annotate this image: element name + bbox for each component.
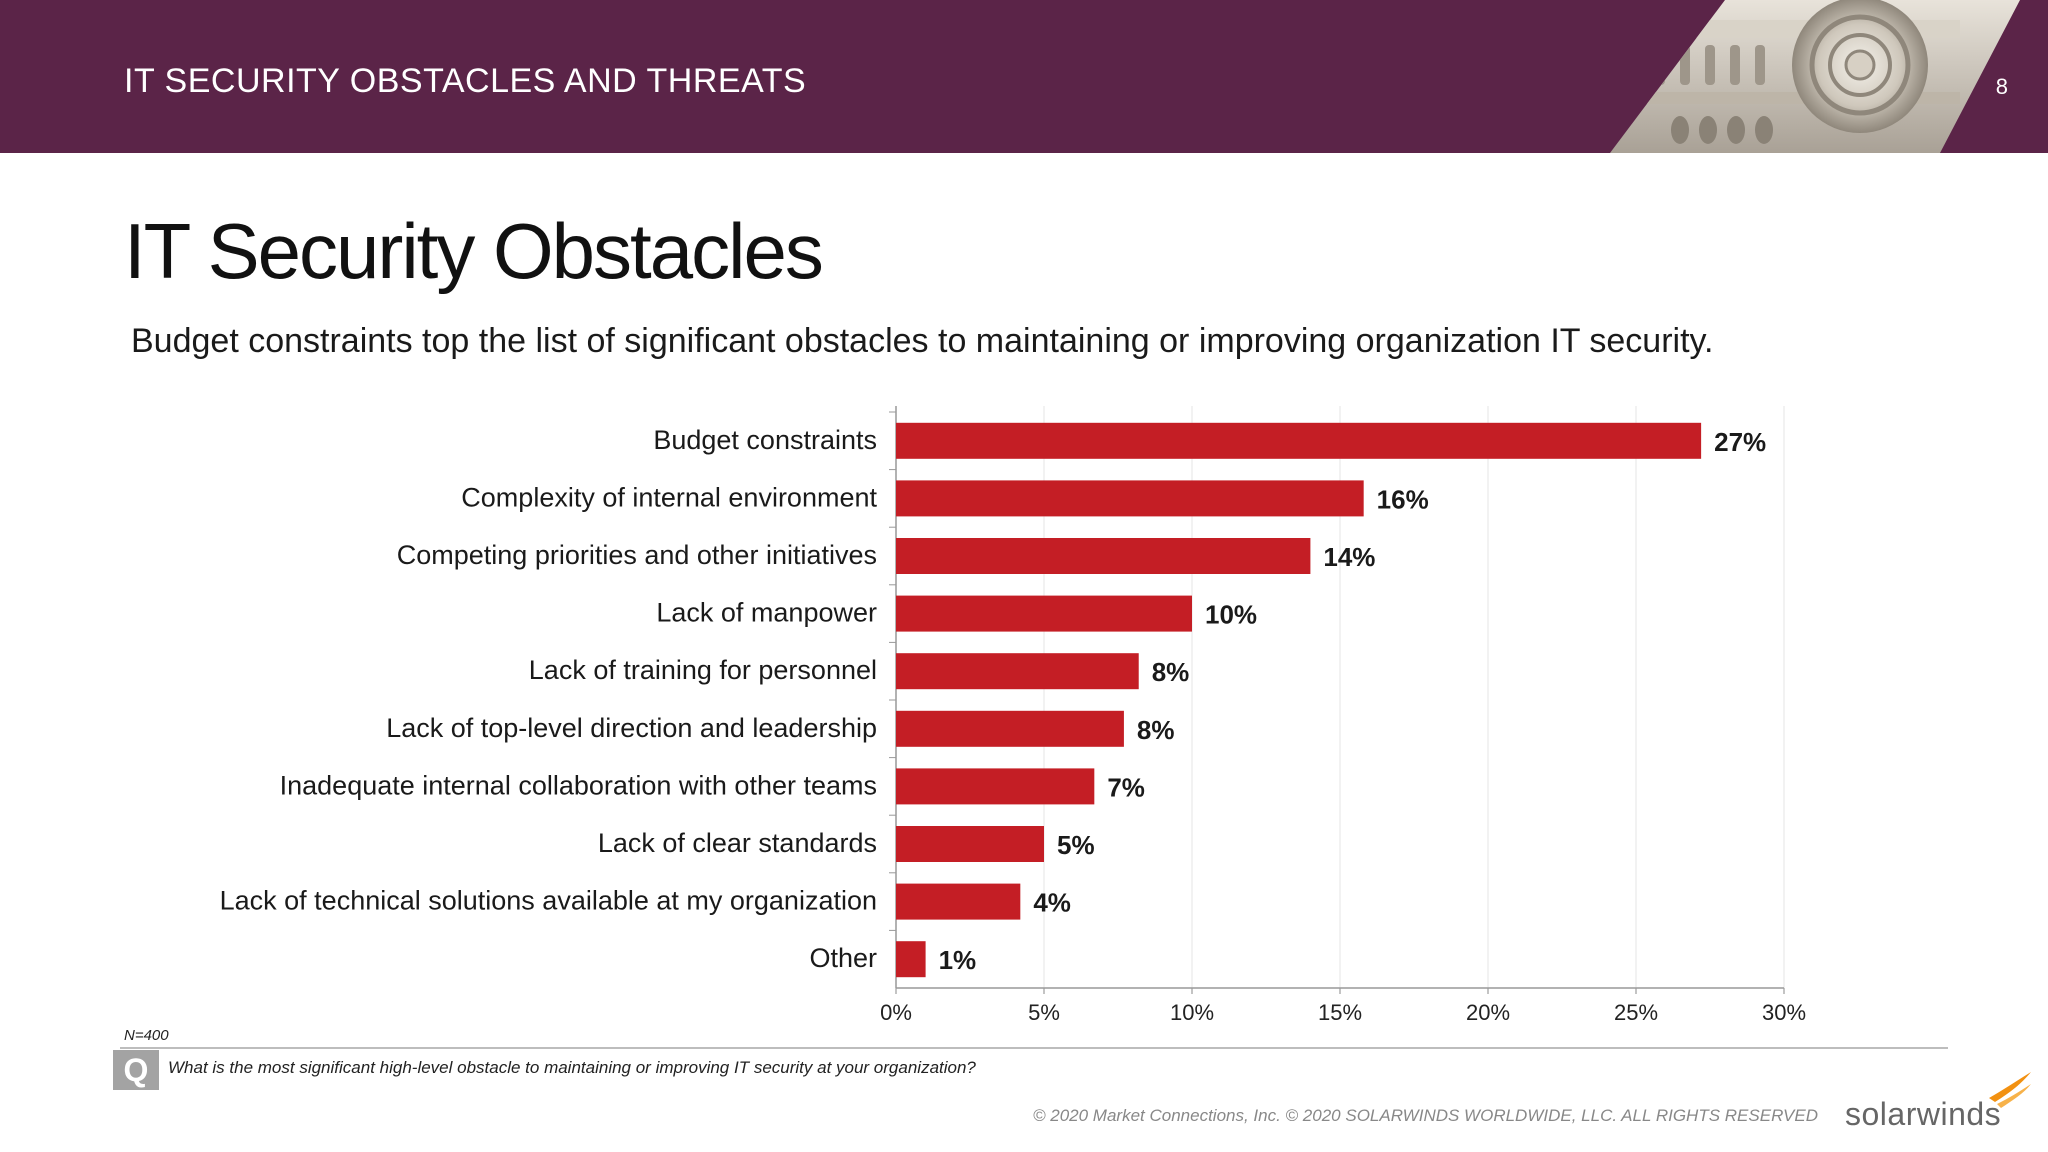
logo-wordmark: solarwinds bbox=[1845, 1096, 2002, 1132]
category-label: Lack of training for personnel bbox=[529, 655, 877, 685]
question-divider bbox=[120, 1047, 1948, 1049]
page-title: IT Security Obstacles bbox=[124, 207, 824, 295]
copyright-notice: © 2020 Market Connections, Inc. © 2020 S… bbox=[1033, 1106, 1818, 1125]
ionic-column-image bbox=[1610, 0, 2020, 153]
sample-size-note: N=400 bbox=[124, 1027, 169, 1044]
bar bbox=[896, 422, 1702, 459]
x-tick-label: 0% bbox=[880, 1000, 912, 1025]
survey-question: What is the most significant high-level … bbox=[168, 1058, 976, 1077]
bar bbox=[896, 595, 1192, 632]
bar bbox=[896, 710, 1124, 747]
category-label: Other bbox=[809, 943, 877, 973]
bar bbox=[896, 480, 1364, 517]
category-label: Lack of clear standards bbox=[598, 828, 877, 858]
x-tick-label: 25% bbox=[1614, 1000, 1658, 1025]
header-band: IT SECURITY OBSTACLES AND THREATS bbox=[0, 0, 2048, 153]
flame-icon bbox=[1989, 1072, 2031, 1108]
question-icon: Q bbox=[113, 1050, 159, 1090]
category-label: Lack of top-level direction and leadersh… bbox=[386, 713, 877, 743]
data-label: 5% bbox=[1057, 830, 1095, 860]
category-label: Competing priorities and other initiativ… bbox=[397, 540, 877, 570]
x-tick-label: 30% bbox=[1762, 1000, 1806, 1025]
x-tick-label: 15% bbox=[1318, 1000, 1362, 1025]
page-number: 8 bbox=[1995, 74, 2008, 99]
bar bbox=[896, 538, 1311, 574]
solarwinds-logo: solarwinds bbox=[1845, 1072, 2035, 1140]
category-label: Inadequate internal collaboration with o… bbox=[280, 770, 877, 800]
section-title: IT SECURITY OBSTACLES AND THREATS bbox=[124, 62, 807, 100]
data-label: 14% bbox=[1323, 542, 1375, 572]
x-tick-label: 10% bbox=[1170, 1000, 1214, 1025]
x-tick-label: 20% bbox=[1466, 1000, 1510, 1025]
x-tick-label: 5% bbox=[1028, 1000, 1060, 1025]
bar bbox=[896, 768, 1095, 805]
data-label: 8% bbox=[1152, 657, 1190, 687]
data-label: 7% bbox=[1107, 772, 1145, 802]
data-label: 4% bbox=[1033, 888, 1071, 918]
data-label: 16% bbox=[1377, 484, 1429, 514]
category-label: Lack of technical solutions available at… bbox=[220, 886, 877, 916]
bar-chart: 0% 5% 10% 15% 20% 25% 30% Budget constraints 27%… bbox=[220, 406, 1806, 1025]
bar bbox=[896, 826, 1044, 862]
category-label: Lack of manpower bbox=[656, 598, 877, 628]
subtitle: Budget constraints top the list of signi… bbox=[131, 322, 1714, 360]
data-label: 10% bbox=[1205, 600, 1257, 630]
bar bbox=[896, 941, 926, 978]
data-label: 1% bbox=[939, 945, 977, 975]
bar bbox=[896, 883, 1021, 920]
data-label: 8% bbox=[1137, 715, 1175, 745]
category-label: Complexity of internal environment bbox=[461, 482, 877, 512]
bar bbox=[896, 653, 1139, 690]
data-label: 27% bbox=[1714, 427, 1766, 457]
category-label: Budget constraints bbox=[653, 425, 877, 455]
